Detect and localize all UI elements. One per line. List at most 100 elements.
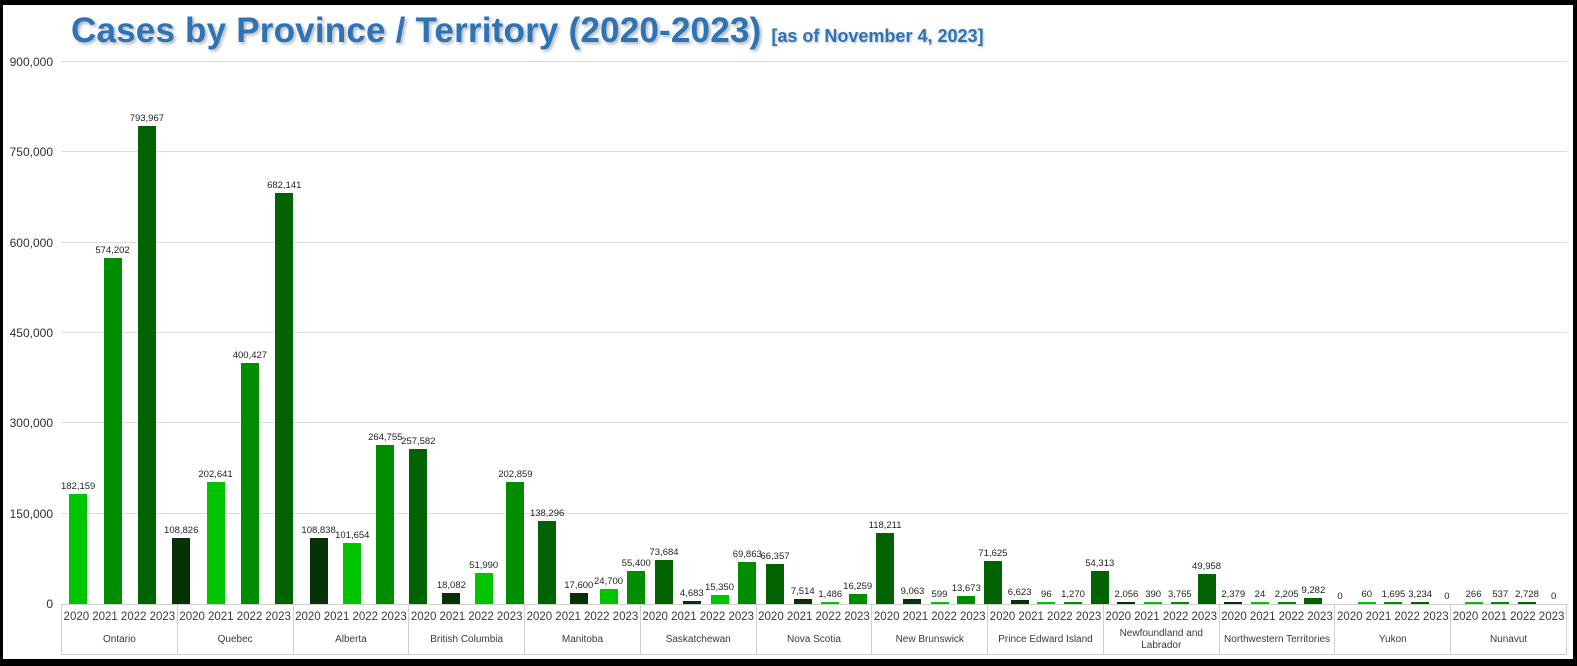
bar-value-label: 60	[1361, 589, 1373, 600]
year-label: 2020	[758, 611, 784, 623]
x-axis-group-british-columbia: 2020 2021 2022 2023 British Columbia	[408, 605, 524, 654]
year-labels: 2020 2021 2022 2023	[525, 605, 640, 629]
bar-slot: 682,141	[267, 62, 301, 604]
year-label: 2020	[63, 611, 90, 623]
year-label: 2021	[92, 611, 118, 623]
bar-2022	[538, 520, 557, 604]
gridline	[61, 61, 1567, 62]
x-axis-group-alberta: 2020 2021 2022 2023 Alberta	[292, 605, 409, 654]
year-label: 2021	[439, 611, 466, 623]
chart-subtitle: [as of November 4, 2023]	[771, 26, 984, 46]
year-label: 2021	[902, 611, 929, 623]
x-axis-group-ontario: 2020 2021 2022 2023 Ontario	[62, 605, 177, 654]
gridline	[61, 241, 1567, 243]
year-label: 2022	[352, 611, 379, 623]
gridline	[61, 422, 1567, 424]
bar-2020	[1250, 602, 1269, 604]
bar-2020	[1464, 602, 1483, 604]
bar-slot: 7,514	[789, 62, 817, 604]
bar-value-label: 138,296	[529, 507, 565, 519]
bar-slot: 49,958	[1192, 62, 1221, 604]
year-label: 2020	[1336, 611, 1363, 623]
bar-value-label: 24	[1254, 589, 1266, 600]
bar-value-label: 13,673	[951, 582, 981, 594]
province-label: Alberta	[335, 634, 367, 646]
bar-group-saskatchewan: 15,350 69,863 66,357 7,514	[704, 62, 817, 604]
province-label: Northwestern Territories	[1224, 634, 1331, 646]
year-label: 2021	[555, 611, 581, 623]
bar-2021	[957, 595, 976, 604]
bar-value-label: 1,695	[1381, 589, 1406, 600]
bar-2021	[848, 594, 867, 604]
bar-value-label: 9,063	[900, 585, 925, 597]
year-label: 2022	[1510, 611, 1536, 623]
year-label: 2023	[496, 611, 523, 623]
bar-slot: 3,765	[1166, 62, 1193, 604]
province-label: British Columbia	[430, 634, 504, 646]
year-label: 2022	[1278, 611, 1305, 623]
x-axis-group-newfoundland-and-labrador: 2020 2021 2022 2023 Newfoundland and Labrado…	[1102, 605, 1219, 654]
bar-value-label: 7,514	[790, 586, 815, 598]
year-labels: 2020 2021 2022 2023	[641, 605, 756, 629]
bar-2021	[103, 258, 122, 604]
bar-2022	[409, 448, 428, 604]
bar-slot: 13,673	[951, 62, 981, 604]
x-axis-group-manitoba: 2020 2021 2022 2023 Manitoba	[524, 605, 640, 654]
bar-2020	[69, 494, 88, 604]
bar-value-label: 96	[1041, 589, 1052, 600]
bar-value-label: 537	[1492, 589, 1509, 600]
bar-slot: 2,056	[1113, 62, 1140, 604]
year-label: 2023	[265, 611, 291, 623]
bar-value-label: 54,313	[1085, 558, 1115, 570]
bar-slot: 16,259	[843, 62, 873, 604]
year-label: 2023	[1307, 611, 1333, 623]
bar-value-label: 69,863	[732, 548, 762, 560]
year-label: 2020	[1105, 610, 1132, 623]
bar-group-yukon: 60 1,695 3,234 0	[1353, 62, 1460, 604]
bar-slot: 69,863	[732, 62, 762, 604]
bar-slot: 264,755	[368, 62, 403, 604]
bar-value-label: 16,259	[843, 581, 873, 593]
bar-2022	[983, 560, 1002, 604]
bar-2021	[1170, 601, 1189, 604]
bar-value-label: 66,357	[760, 551, 790, 563]
year-label: 2020	[295, 611, 321, 623]
year-label: 2021	[1481, 611, 1508, 623]
y-tick-label: 150,000	[9, 506, 53, 521]
bar-2021	[506, 481, 525, 604]
year-label: 2020	[410, 611, 437, 623]
bar-value-label: 182,159	[61, 481, 96, 493]
bar-value-label: 1,270	[1061, 589, 1085, 600]
bar-slot: 2,728	[1514, 62, 1541, 604]
year-label: 2022	[1162, 610, 1189, 623]
year-label: 2020	[179, 611, 205, 623]
bar-value-label: 682,141	[267, 180, 302, 192]
bar-slot: 66,357	[760, 62, 790, 604]
bar-value-label: 3,765	[1167, 588, 1192, 600]
bar-chart: 0 150,000 300,000 450,000 600,000 750,000 900,…	[3, 55, 1573, 658]
year-label: 2021	[1134, 610, 1160, 623]
bar-value-label: 2,728	[1515, 589, 1539, 600]
bar-value-label: 202,859	[498, 468, 533, 480]
x-axis-group-new-brunswick: 2020 2021 2022 2023 New Brunswick	[871, 605, 987, 654]
bar-slot: 118,211	[869, 62, 902, 604]
bar-slot: 793,967	[130, 62, 164, 604]
year-labels: 2020 2021 2022 2023	[1220, 605, 1335, 629]
bar-group-manitoba: 24,700 55,400 73,684 4,683	[594, 62, 706, 604]
bar-value-label: 118,211	[868, 519, 902, 531]
y-tick-label: 300,000	[9, 416, 53, 431]
year-label: 2023	[612, 611, 639, 623]
bar-2021	[240, 362, 259, 604]
bar-2020	[1037, 602, 1056, 604]
bar-value-label: 264,755	[368, 431, 403, 443]
x-axis-group-prince-edward-island: 2020 2021 2022 2023 Prince Edward Island	[987, 605, 1103, 654]
year-label: 2023	[844, 611, 870, 623]
bar-value-label: 2,379	[1221, 589, 1246, 600]
bar-slot: 18,082	[435, 62, 468, 604]
bar-slot: 108,826	[164, 62, 198, 604]
bar-value-label: 390	[1145, 589, 1162, 600]
year-label: 2022	[1394, 611, 1420, 623]
province-label: Prince Edward Island	[998, 634, 1093, 646]
bar-2022	[1090, 571, 1109, 604]
bar-value-label: 15,350	[704, 581, 735, 593]
